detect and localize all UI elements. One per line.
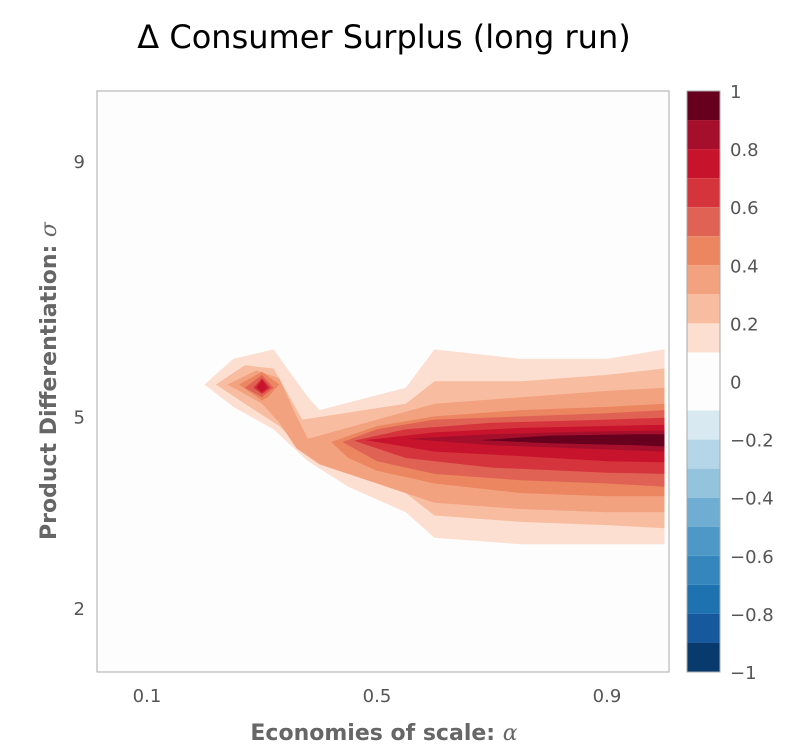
x-tick-label: 0.9 xyxy=(593,686,622,707)
colorbar-band-4 xyxy=(687,207,720,237)
plot-frame xyxy=(96,90,670,673)
colorbar-tick-label: −0.4 xyxy=(730,489,774,510)
y-tick-label: 5 xyxy=(74,407,85,428)
contour-region-12 xyxy=(480,434,665,447)
x-axis-symbol: α xyxy=(503,721,518,746)
colorbar-band-10 xyxy=(687,410,720,440)
colorbar-tick-label: −0.2 xyxy=(730,431,774,452)
colorbar-band-1 xyxy=(687,120,720,150)
colorbar-band-8 xyxy=(687,323,720,353)
colorbar-tick-label: −0.8 xyxy=(730,605,774,626)
y-axis-label-text: Product Differentiation: xyxy=(37,237,62,540)
colorbar-band-12 xyxy=(687,468,720,498)
colorbar-band-0 xyxy=(687,91,720,121)
colorbar-band-15 xyxy=(687,555,720,585)
colorbar-band-14 xyxy=(687,526,720,556)
colorbar-band-13 xyxy=(687,497,720,527)
colorbar-band-9 xyxy=(687,352,720,411)
contour-region-9 xyxy=(256,379,268,393)
colorbar-band-7 xyxy=(687,294,720,324)
chart-title: Δ Consumer Surplus (long run) xyxy=(137,18,630,56)
y-axis-ticks: 2 5 9 xyxy=(74,152,85,620)
y-tick-label: 2 xyxy=(74,599,85,620)
colorbar-tick-label: 0 xyxy=(730,373,741,394)
colorbar-ticks: 1 0.8 0.6 0.4 0.2 0 −0.2 −0.4 −0.6 −0.8 −1 xyxy=(730,82,774,684)
colorbar-band-5 xyxy=(687,236,720,266)
colorbar-tick-label: 0.2 xyxy=(730,314,759,335)
colorbar-tick-label: 0.8 xyxy=(730,140,759,161)
colorbar xyxy=(687,91,720,672)
colorbar-tick-label: −1 xyxy=(730,663,757,684)
x-axis-label: Economies of scale: α xyxy=(250,721,517,746)
contour-layer xyxy=(204,349,665,545)
colorbar-tick-label: −0.6 xyxy=(730,547,774,568)
colorbar-band-16 xyxy=(687,584,720,614)
colorbar-band-2 xyxy=(687,149,720,179)
colorbar-band-11 xyxy=(687,439,720,469)
x-axis-label-text: Economies of scale: xyxy=(250,721,502,746)
colorbar-band-3 xyxy=(687,178,720,208)
x-tick-label: 0.5 xyxy=(363,686,392,707)
x-axis-ticks: 0.1 0.5 0.9 xyxy=(133,686,622,707)
colorbar-frame xyxy=(686,90,721,673)
colorbar-tick-label: 0.6 xyxy=(730,198,759,219)
x-tick-label: 0.1 xyxy=(133,686,162,707)
colorbar-tick-label: 1 xyxy=(730,82,741,103)
colorbar-band-6 xyxy=(687,265,720,295)
y-axis-label: Product Differentiation: σ xyxy=(37,221,62,540)
y-axis-symbol: σ xyxy=(37,221,62,237)
colorbar-band-17 xyxy=(687,613,720,643)
colorbar-band-18 xyxy=(687,642,720,672)
y-tick-label: 9 xyxy=(74,152,85,173)
colorbar-tick-label: 0.4 xyxy=(730,256,759,277)
